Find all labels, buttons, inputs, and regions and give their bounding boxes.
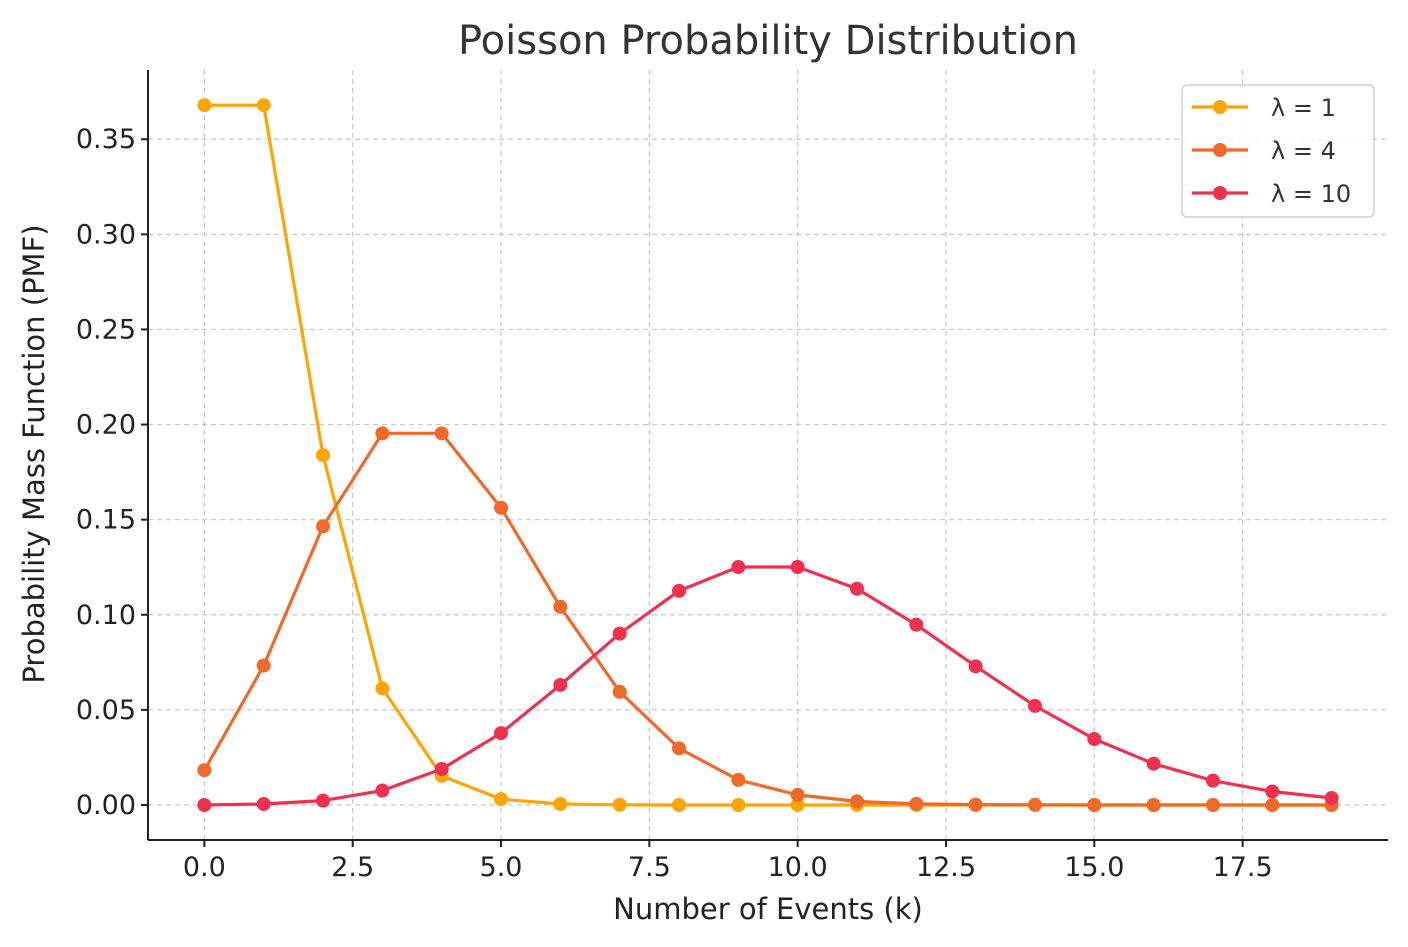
data-point [197,798,212,812]
data-point [790,560,805,575]
axes-layer: 0.0 2.5 5.0 7.5 10.0 12.5 15.0 17.5 0.00 0.05 0.10… [76,70,1388,883]
data-point [909,617,924,632]
data-point [316,448,331,463]
series-layer [197,98,1339,812]
data-point [434,426,449,441]
y-tick-label: 0.35 [76,124,136,155]
data-point [1265,798,1280,812]
data-point [968,797,983,812]
data-point [1027,698,1042,713]
data-point [375,783,390,798]
legend-label: λ = 10 [1271,180,1351,208]
data-point [375,681,390,696]
data-point [1205,798,1220,812]
data-point [731,560,746,575]
data-point [1205,773,1220,788]
legend-swatch-marker [1213,100,1227,114]
x-tick-label: 17.5 [1213,852,1273,883]
data-point [375,426,390,441]
data-point [790,787,805,802]
data-point [256,658,271,673]
y-tick-label: 0.25 [76,314,136,345]
data-point [553,599,568,614]
y-tick-label: 0.10 [76,600,136,631]
data-point [434,762,449,777]
y-tick-label: 0.15 [76,505,136,536]
y-tick-label: 0.30 [76,219,136,250]
y-tick-label: 0.20 [76,410,136,441]
legend: λ = 1 λ = 4 λ = 10 [1181,84,1375,218]
data-point [494,726,509,741]
x-tick-label: 2.5 [331,852,374,883]
data-point [1087,798,1102,812]
data-point [849,581,864,596]
y-tick-label: 0.05 [76,695,136,726]
data-point [968,659,983,674]
x-tick-label: 15.0 [1064,852,1124,883]
y-axis-label: Probability Mass Function (PMF) [17,224,51,683]
data-point [1087,731,1102,746]
data-point [494,500,509,515]
x-tick-label: 10.0 [768,852,828,883]
series-line [204,565,1332,807]
data-point [1265,784,1280,799]
data-point [494,792,509,807]
data-point [672,741,687,756]
data-point [672,798,687,812]
data-point [790,798,805,812]
x-axis-label: Number of Events (k) [613,892,923,926]
data-point [553,797,568,812]
x-tick-label: 7.5 [628,852,671,883]
legend-box [1181,84,1375,218]
data-point [1027,797,1042,812]
data-point [256,797,271,812]
data-point [731,772,746,787]
series-line [203,431,1332,807]
legend-label: λ = 4 [1271,137,1336,165]
data-point [849,794,864,809]
data-point [256,98,271,113]
data-point [1146,756,1161,771]
x-tick-label: 5.0 [480,852,523,883]
data-point [909,796,924,811]
legend-label: λ = 1 [1271,94,1336,122]
series-line [204,103,1332,807]
x-tick-label: 12.5 [916,852,976,883]
data-point [197,98,212,113]
grid-layer [148,70,1388,840]
x-tick-label: 0.0 [183,852,226,883]
data-point [1146,798,1161,812]
y-tick-label: 0.00 [76,790,136,821]
data-point [316,793,331,808]
chart-title: Poisson Probability Distribution [458,18,1078,64]
data-point [672,583,687,598]
legend-swatch-marker [1213,143,1227,157]
data-point [316,519,331,534]
data-point [197,763,212,778]
legend-swatch-marker [1213,186,1227,200]
data-point [553,677,568,692]
data-point [612,797,627,812]
data-point [731,798,746,812]
data-point [612,626,627,641]
data-point [1324,790,1339,805]
data-point [612,684,627,699]
